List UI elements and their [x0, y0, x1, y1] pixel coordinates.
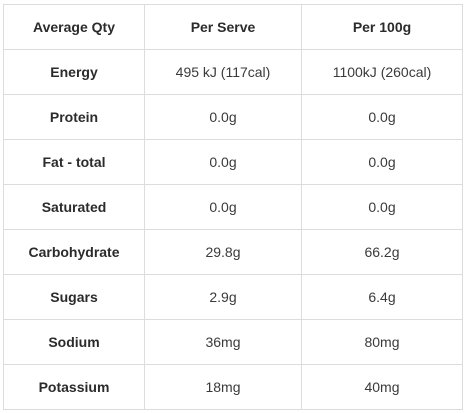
row-label: Saturated: [3, 184, 145, 230]
table-row: Saturated 0.0g 0.0g: [3, 184, 463, 230]
row-label: Sodium: [3, 319, 145, 365]
table-cell: 495 kJ (117cal): [144, 49, 302, 95]
header-cell: Per Serve: [144, 4, 302, 50]
table-cell: 0.0g: [144, 139, 302, 185]
table-row: Energy 495 kJ (117cal) 1100kJ (260cal): [3, 49, 463, 95]
row-label: Fat - total: [3, 139, 145, 185]
table-cell: 0.0g: [301, 94, 463, 140]
table-cell: 36mg: [144, 319, 302, 365]
table-cell: 6.4g: [301, 274, 463, 320]
table-cell: 29.8g: [144, 229, 302, 275]
table-cell: 0.0g: [144, 184, 302, 230]
table-row: Sodium 36mg 80mg: [3, 319, 463, 365]
header-cell: Average Qty: [3, 4, 145, 50]
table-cell: 66.2g: [301, 229, 463, 275]
row-label: Protein: [3, 94, 145, 140]
row-label: Potassium: [3, 364, 145, 410]
table-cell: 2.9g: [144, 274, 302, 320]
header-row: Average Qty Per Serve Per 100g: [3, 4, 463, 50]
table-row: Potassium 18mg 40mg: [3, 364, 463, 410]
header-cell: Per 100g: [301, 4, 463, 50]
table-row: Fat - total 0.0g 0.0g: [3, 139, 463, 185]
row-label: Sugars: [3, 274, 145, 320]
table-cell: 1100kJ (260cal): [301, 49, 463, 95]
table-cell: 40mg: [301, 364, 463, 410]
table-row: Sugars 2.9g 6.4g: [3, 274, 463, 320]
table-cell: 0.0g: [144, 94, 302, 140]
table-cell: 0.0g: [301, 184, 463, 230]
row-label: Carbohydrate: [3, 229, 145, 275]
table-cell: 80mg: [301, 319, 463, 365]
table-cell: 0.0g: [301, 139, 463, 185]
table-row: Carbohydrate 29.8g 66.2g: [3, 229, 463, 275]
table-row: Protein 0.0g 0.0g: [3, 94, 463, 140]
table-cell: 18mg: [144, 364, 302, 410]
nutrition-table: Average Qty Per Serve Per 100g Energy 495 k…: [3, 4, 463, 410]
row-label: Energy: [3, 49, 145, 95]
